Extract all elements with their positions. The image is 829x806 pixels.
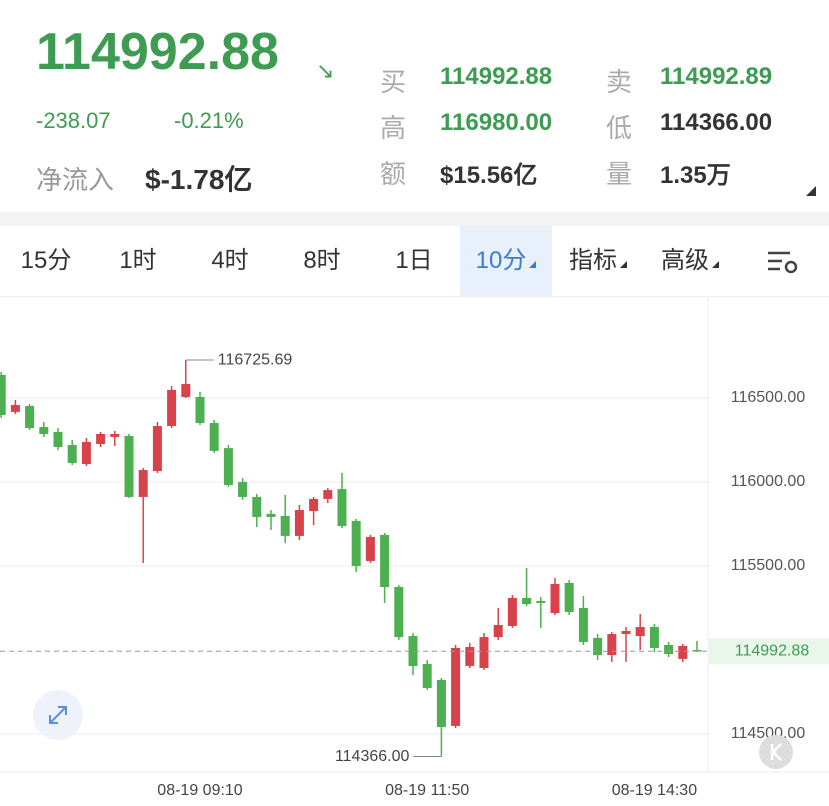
candle-body bbox=[408, 636, 418, 666]
candle-body bbox=[223, 448, 233, 486]
low-label: 114366.00 bbox=[335, 748, 410, 765]
candle-body bbox=[266, 513, 276, 517]
candle-body bbox=[152, 426, 162, 472]
candle-body bbox=[365, 536, 375, 561]
last-price-tag bbox=[709, 638, 829, 665]
candle-body bbox=[25, 406, 35, 429]
quote-value: 114992.89 bbox=[660, 63, 773, 90]
candle-body bbox=[238, 481, 248, 497]
candle-body bbox=[110, 433, 120, 437]
y-tick-label: 116500.00 bbox=[731, 389, 806, 406]
quote-label: 卖 bbox=[606, 67, 633, 97]
candle-body bbox=[351, 520, 361, 567]
candle-body bbox=[578, 608, 588, 642]
candle-body bbox=[337, 489, 347, 527]
candle-body bbox=[252, 496, 262, 517]
settings-icon[interactable] bbox=[766, 248, 802, 276]
candle-body bbox=[593, 637, 603, 656]
candle-body bbox=[678, 645, 688, 659]
separator bbox=[0, 212, 829, 226]
quote-label: 低 bbox=[606, 113, 633, 143]
y-tick-label: 115500.00 bbox=[731, 557, 806, 574]
quote-value: 114366.00 bbox=[660, 109, 773, 136]
candle-body bbox=[607, 634, 617, 656]
quote-label: 额 bbox=[380, 159, 407, 189]
down-arrow: ↘ bbox=[316, 58, 335, 83]
candle-body bbox=[649, 626, 659, 648]
candle-body bbox=[195, 396, 205, 424]
candle-body bbox=[493, 624, 503, 638]
candle-body bbox=[209, 423, 219, 451]
corner-mark bbox=[806, 186, 816, 196]
last-price-label: 114992.88 bbox=[735, 642, 810, 659]
dropdown-mark bbox=[712, 261, 719, 268]
x-tick-label: 08-19 09:10 bbox=[157, 782, 243, 799]
quote-label: 买 bbox=[380, 67, 407, 97]
candle-body bbox=[522, 597, 532, 604]
candle-body bbox=[380, 534, 390, 588]
candle-body bbox=[280, 515, 290, 536]
tab[interactable]: 1时 bbox=[119, 247, 157, 274]
candle-body bbox=[465, 646, 475, 666]
y-tick-label: 114500.00 bbox=[731, 725, 806, 742]
tab[interactable]: 高级 bbox=[644, 226, 736, 296]
quote-label: 高 bbox=[380, 113, 407, 143]
dropdown-mark bbox=[620, 261, 627, 268]
tab[interactable]: 10分 bbox=[460, 226, 552, 296]
quote-label: 量 bbox=[606, 159, 633, 189]
tab[interactable]: 指标 bbox=[552, 226, 644, 296]
quote-value: 1.35万 bbox=[660, 162, 731, 189]
candle-body bbox=[167, 389, 177, 427]
candle-body bbox=[550, 583, 560, 614]
y-tick-label: 116000.00 bbox=[731, 473, 806, 490]
candle-body bbox=[81, 441, 91, 465]
inflow-value: $-1.78亿 bbox=[145, 164, 253, 195]
tab[interactable]: 4时 bbox=[211, 247, 249, 274]
candle-body bbox=[664, 644, 674, 655]
candle-body bbox=[53, 431, 63, 448]
candle-body bbox=[451, 647, 461, 726]
candle-body bbox=[536, 600, 546, 603]
last-price: 114992.88 bbox=[36, 23, 279, 81]
candle-body bbox=[479, 637, 489, 668]
tab[interactable]: 1日 bbox=[395, 247, 433, 274]
chart: 114500.00 115500.00 116000.00 116500.00 08-1… bbox=[0, 296, 829, 799]
change-pct: -0.21% bbox=[174, 108, 244, 133]
candle-body bbox=[422, 663, 432, 688]
kline-icon bbox=[770, 743, 782, 761]
candle-body bbox=[436, 679, 446, 727]
candle-body bbox=[0, 374, 6, 415]
quote-value: 116980.00 bbox=[440, 109, 553, 136]
tab-bar: 15分 1时 4时 8时 1日 10分 指标 高级 bbox=[0, 226, 829, 297]
dropdown-mark bbox=[529, 261, 537, 268]
x-tick-label: 08-19 11:50 bbox=[385, 782, 469, 799]
inflow-label: 净流入 bbox=[36, 165, 115, 195]
kline-button[interactable] bbox=[759, 735, 793, 769]
candle-body bbox=[294, 510, 304, 536]
x-tick-label: 08-19 14:30 bbox=[612, 782, 698, 799]
tab[interactable]: 8时 bbox=[303, 247, 341, 274]
quote-value: 114992.88 bbox=[440, 63, 553, 90]
candle-body bbox=[39, 427, 49, 434]
candle-body bbox=[124, 435, 134, 497]
candle-body bbox=[138, 470, 148, 497]
candle-body bbox=[394, 587, 404, 638]
candle-body bbox=[309, 498, 319, 512]
candle-body bbox=[635, 626, 645, 637]
change: -238.07 bbox=[36, 108, 111, 133]
high-label: 116725.69 bbox=[218, 351, 293, 368]
candle-body bbox=[507, 597, 517, 626]
tab[interactable]: 15分 bbox=[20, 247, 72, 274]
expand-icon bbox=[49, 706, 67, 724]
candle-body bbox=[564, 582, 574, 613]
candle-body bbox=[67, 445, 77, 464]
quote-value: $15.56亿 bbox=[440, 162, 538, 189]
candle-body bbox=[323, 490, 333, 499]
candle-body bbox=[181, 384, 191, 397]
candle-body bbox=[96, 433, 106, 445]
candle-body bbox=[10, 405, 20, 412]
candle-body bbox=[621, 631, 631, 635]
